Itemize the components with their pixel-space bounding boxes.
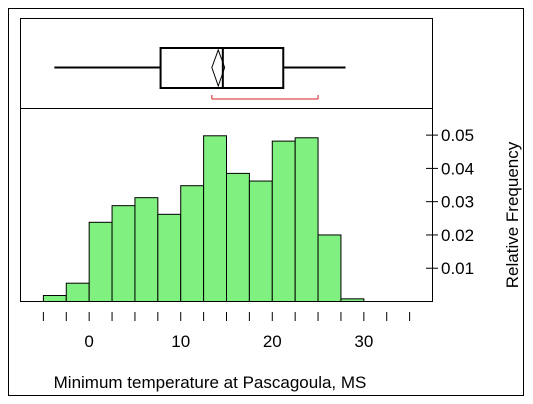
y-tick-label: 0.05 — [441, 126, 474, 145]
y-axis-title: Relative Frequency — [503, 141, 522, 288]
histogram-bar — [111, 205, 136, 302]
histogram-bar — [88, 221, 113, 302]
histogram-bar — [180, 185, 205, 302]
histogram-bar — [226, 172, 250, 302]
histogram-bar — [157, 213, 182, 303]
y-tick-label: 0.02 — [441, 226, 474, 245]
histogram-bar — [203, 135, 228, 302]
boxplot-mean-diamond — [211, 48, 226, 88]
histogram-bar — [248, 180, 273, 302]
x-tick-label: 0 — [84, 332, 93, 351]
x-axis: 0 10 20 30 — [42, 312, 411, 351]
histogram-bar — [42, 295, 67, 303]
histogram-bar — [134, 197, 159, 302]
x-tick-label: 30 — [354, 332, 373, 351]
histogram-bars — [20, 135, 433, 303]
histogram-bar — [294, 137, 319, 302]
boxplot — [54, 47, 346, 100]
y-tick-label: 0.01 — [441, 259, 474, 278]
y-tick-label: 0.04 — [441, 159, 474, 178]
histogram-bar — [317, 234, 342, 302]
histogram-bar — [65, 282, 90, 302]
figure-frame — [8, 8, 524, 396]
y-axis: 0.01 0.02 0.03 0.04 0.05 — [426, 126, 474, 278]
x-axis-title: Minimum temperature at Pascagoula, MS — [54, 373, 367, 392]
y-tick-label: 0.03 — [441, 193, 474, 212]
histogram-bar — [271, 140, 296, 302]
x-tick-label: 20 — [263, 332, 282, 351]
x-tick-label: 10 — [171, 332, 190, 351]
